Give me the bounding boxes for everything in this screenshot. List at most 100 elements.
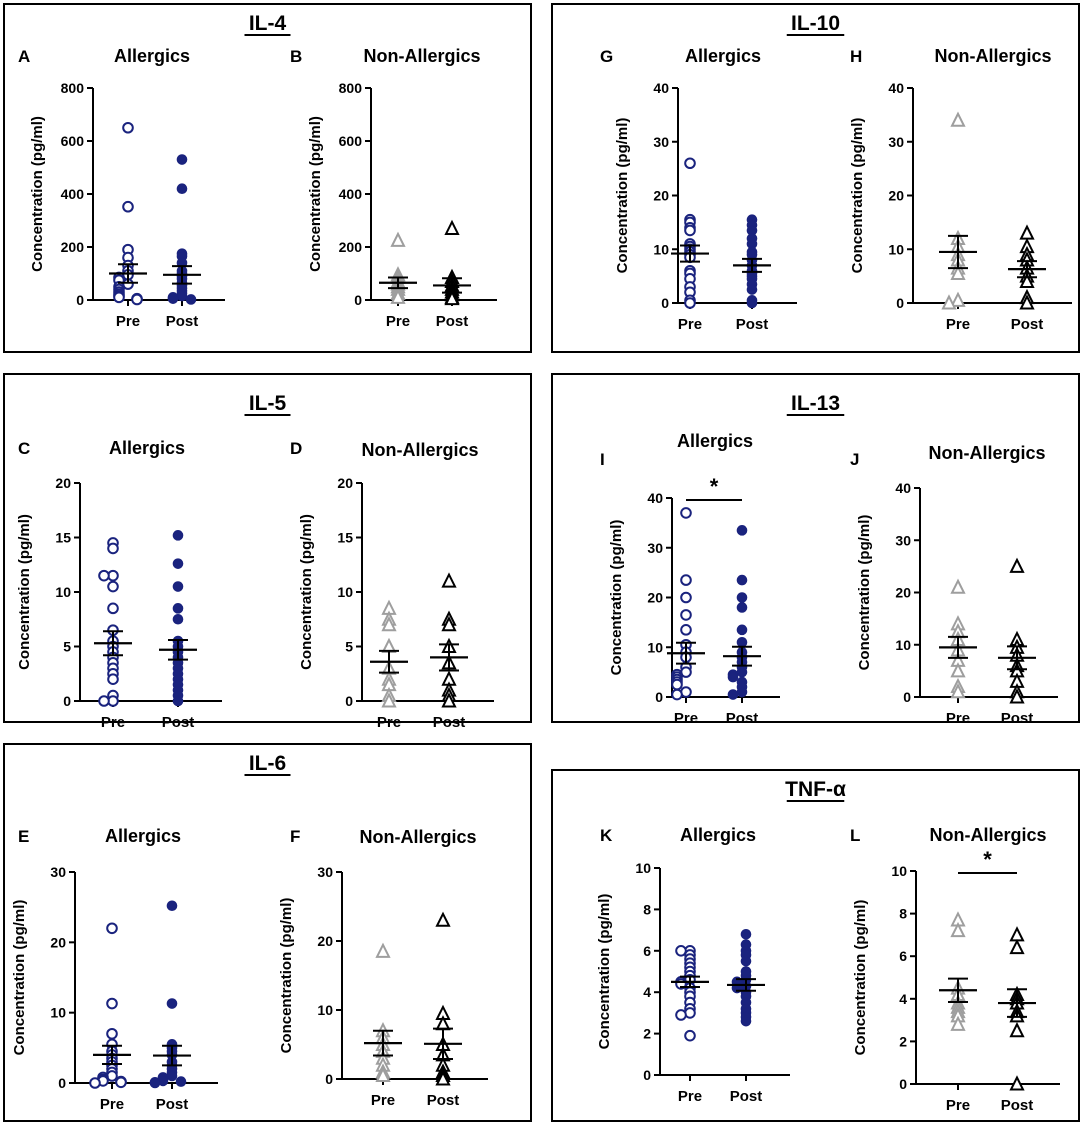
- y-tick-label: 10: [55, 584, 71, 600]
- y-tick-label: 10: [337, 584, 353, 600]
- x-tick-label: Pre: [116, 313, 140, 330]
- data-point-pre: [131, 293, 143, 306]
- data-point-post: [175, 1076, 187, 1087]
- y-tick-label: 20: [895, 585, 911, 601]
- data-point-post: [435, 911, 451, 927]
- panel-letter: G: [600, 47, 613, 66]
- data-point-pre: [680, 574, 692, 586]
- y-tick-label: 0: [58, 1075, 66, 1091]
- panel-title: IL-4: [249, 12, 287, 35]
- data-point-post: [736, 602, 748, 613]
- panel-letter: D: [290, 439, 302, 458]
- y-tick-label: 2: [899, 1033, 907, 1049]
- x-tick-label: Post: [433, 714, 466, 731]
- y-tick-label: 10: [50, 1005, 66, 1021]
- data-point-post: [740, 1015, 752, 1027]
- y-tick-label: 5: [63, 639, 71, 655]
- data-point-pre: [98, 569, 110, 582]
- y-tick-label: 10: [653, 241, 669, 257]
- y-tick-label: 30: [50, 864, 66, 880]
- panel-frame: [3, 3, 532, 353]
- data-point-post: [176, 183, 188, 194]
- data-point-post: [167, 293, 179, 304]
- data-point-post: [1009, 688, 1025, 704]
- data-point-post: [1009, 557, 1025, 573]
- data-point-pre: [950, 578, 966, 594]
- data-point-post: [172, 603, 184, 614]
- y-axis-label: Concentration (pg/ml): [307, 116, 324, 272]
- data-point-pre: [680, 591, 692, 604]
- data-point-pre: [122, 121, 134, 134]
- y-axis-label: Concentration (pg/ml): [298, 514, 315, 670]
- data-point-post: [746, 297, 758, 309]
- data-point-post: [1019, 272, 1035, 288]
- data-point-pre: [106, 1027, 118, 1040]
- panel-title: IL-13: [791, 392, 840, 415]
- data-point-post: [727, 671, 739, 683]
- y-axis-label: Concentration (pg/ml): [849, 118, 866, 274]
- data-point-pre: [89, 1077, 101, 1089]
- y-tick-label: 20: [317, 933, 333, 949]
- y-tick-label: 0: [903, 689, 911, 705]
- y-tick-label: 30: [653, 134, 669, 150]
- y-axis-label: Concentration (pg/ml): [596, 894, 613, 1050]
- panel-title: IL-10: [791, 12, 840, 35]
- plot-I: I Allergics Concentration (pg/ml) 0 10 20 30 40…: [600, 431, 780, 727]
- panel-letter: A: [18, 47, 30, 66]
- panel-title: IL-5: [249, 392, 287, 415]
- x-tick-label: Post: [162, 714, 195, 731]
- x-tick-label: Post: [730, 1088, 763, 1105]
- data-point-post: [740, 955, 752, 967]
- y-tick-label: 600: [339, 133, 363, 149]
- data-point-pre: [107, 673, 119, 686]
- y-axis-label: Concentration (pg/ml): [856, 515, 873, 671]
- y-tick-label: 10: [891, 863, 907, 879]
- data-point-post: [172, 695, 184, 707]
- data-point-post: [441, 615, 457, 632]
- plot-A: A Allergics Concentration (pg/ml) 0 200 400 60…: [18, 46, 225, 330]
- plot-title: Non-Allergics: [929, 825, 1046, 845]
- data-point-post: [176, 154, 188, 165]
- y-tick-label: 0: [655, 689, 663, 705]
- data-point-post: [1009, 926, 1025, 942]
- data-point-post: [149, 1077, 161, 1089]
- data-point-post: [166, 998, 178, 1009]
- panel-letter: B: [290, 47, 302, 66]
- panel-letter: C: [18, 439, 30, 458]
- y-tick-label: 4: [899, 991, 907, 1007]
- data-point-pre: [684, 224, 696, 237]
- data-point-post: [435, 1070, 451, 1086]
- y-tick-label: 0: [63, 693, 71, 709]
- y-tick-label: 30: [888, 134, 904, 150]
- plot-title: Non-Allergics: [934, 46, 1051, 66]
- plot-title: Allergics: [105, 826, 181, 846]
- plot-J: J Non-Allergics Concentration (pg/ml) 0 10 20…: [850, 443, 1058, 727]
- x-tick-label: Post: [1001, 710, 1034, 727]
- data-point-post: [172, 613, 184, 625]
- y-tick-label: 0: [661, 295, 669, 311]
- data-point-post: [441, 692, 457, 708]
- data-point-post: [185, 294, 197, 305]
- panel-frame: [3, 373, 532, 723]
- y-tick-label: 0: [354, 292, 362, 308]
- y-tick-label: 10: [647, 639, 663, 655]
- data-point-post: [166, 900, 178, 912]
- data-point-pre: [950, 1015, 966, 1031]
- data-point-pre: [950, 921, 966, 938]
- y-tick-label: 400: [61, 186, 85, 202]
- data-point-post: [1019, 224, 1035, 240]
- data-point-post: [441, 572, 457, 588]
- y-tick-label: 20: [888, 188, 904, 204]
- panel-letter: H: [850, 47, 862, 66]
- data-point-pre: [680, 609, 692, 621]
- data-point-post: [1009, 1022, 1025, 1038]
- y-tick-label: 20: [55, 475, 71, 491]
- y-tick-label: 20: [337, 475, 353, 491]
- y-tick-label: 30: [895, 532, 911, 548]
- data-point-pre: [941, 294, 957, 310]
- y-tick-label: 200: [339, 239, 363, 255]
- y-tick-label: 400: [339, 186, 363, 202]
- y-axis-label: Concentration (pg/ml): [614, 118, 631, 274]
- data-point-post: [736, 686, 748, 698]
